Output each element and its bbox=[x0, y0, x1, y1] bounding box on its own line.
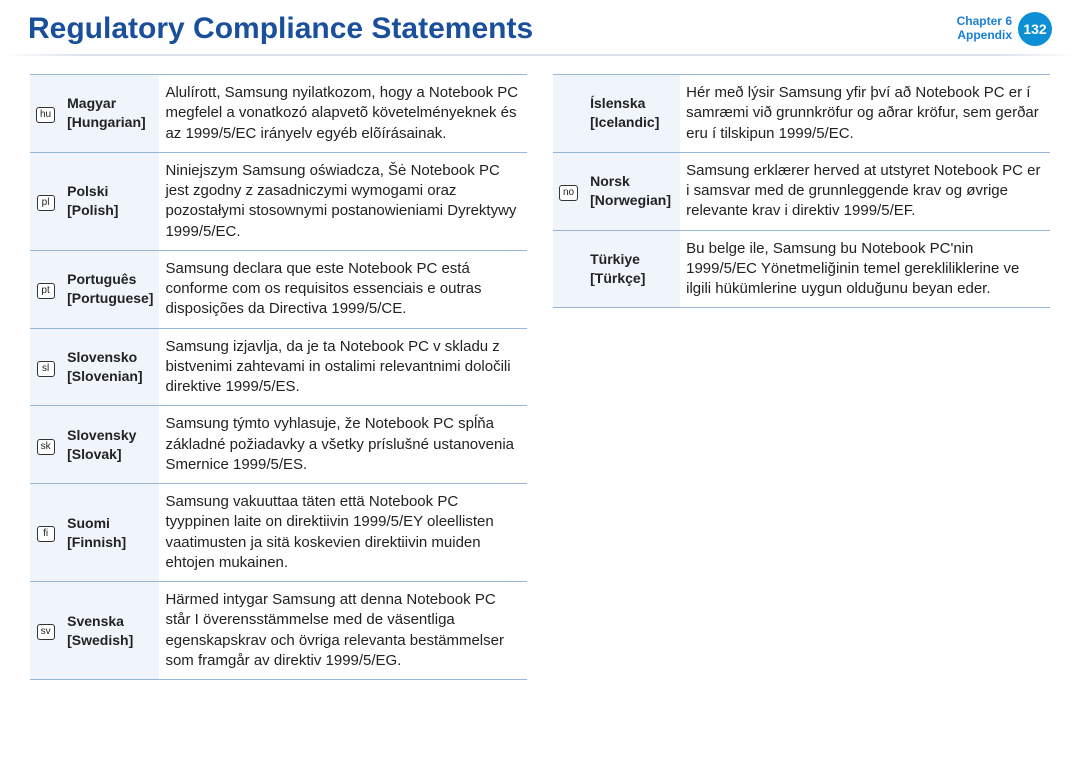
language-name-cell: Norsk[Norwegian] bbox=[584, 152, 680, 230]
language-english: [Finnish] bbox=[67, 533, 153, 552]
compliance-table-right: Íslenska[Icelandic]Hér með lýsir Samsung… bbox=[553, 74, 1050, 308]
table-row: Íslenska[Icelandic]Hér með lýsir Samsung… bbox=[553, 75, 1050, 153]
language-english: [Slovak] bbox=[67, 445, 153, 464]
language-name-cell: Türkiye[Türkçe] bbox=[584, 230, 680, 308]
language-name-cell: Português[Portuguese] bbox=[61, 250, 159, 328]
language-native: Magyar bbox=[67, 94, 153, 113]
language-name-cell: Magyar[Hungarian] bbox=[61, 75, 159, 153]
chapter-line-1: Chapter 6 bbox=[957, 15, 1012, 29]
statement-cell: Hér með lýsir Samsung yfir því að Notebo… bbox=[680, 75, 1050, 153]
table-row: ptPortuguês[Portuguese]Samsung declara q… bbox=[30, 250, 527, 328]
statement-cell: Härmed intygar Samsung att denna Noteboo… bbox=[159, 582, 527, 680]
statement-cell: Samsung izjavlja, da je ta Notebook PC v… bbox=[159, 328, 527, 406]
statement-cell: Samsung vakuuttaa täten että Notebook PC… bbox=[159, 484, 527, 582]
language-english: [Portuguese] bbox=[67, 289, 153, 308]
chapter-line-2: Appendix bbox=[957, 29, 1012, 43]
language-native: Suomi bbox=[67, 514, 153, 533]
lang-code-icon: sk bbox=[37, 439, 55, 455]
lang-code-icon: sv bbox=[37, 624, 55, 640]
lang-code-icon: no bbox=[559, 185, 578, 201]
statement-cell: Alulírott, Samsung nyilatkozom, hogy a N… bbox=[159, 75, 527, 153]
lang-code-cell: pl bbox=[30, 152, 61, 250]
header-right: Chapter 6 Appendix 132 bbox=[957, 12, 1052, 46]
language-name-cell: Slovensko[Slovenian] bbox=[61, 328, 159, 406]
lang-code-icon: fi bbox=[37, 526, 55, 542]
lang-code-icon: pl bbox=[37, 195, 55, 211]
language-native: Türkiye bbox=[590, 250, 674, 269]
language-name-cell: Svenska[Swedish] bbox=[61, 582, 159, 680]
language-native: Slovensko bbox=[67, 348, 153, 367]
table-row: noNorsk[Norwegian]Samsung erklærer herve… bbox=[553, 152, 1050, 230]
table-row: slSlovensko[Slovenian]Samsung izjavlja, … bbox=[30, 328, 527, 406]
lang-code-icon: sl bbox=[37, 361, 55, 377]
language-name-cell: Suomi[Finnish] bbox=[61, 484, 159, 582]
statement-cell: Samsung declara que este Notebook PC est… bbox=[159, 250, 527, 328]
table-row: skSlovensky[Slovak]Samsung týmto vyhlasu… bbox=[30, 406, 527, 484]
language-native: Polski bbox=[67, 182, 153, 201]
page-number-badge: 132 bbox=[1018, 12, 1052, 46]
statement-cell: Bu belge ile, Samsung bu Notebook PC'nin… bbox=[680, 230, 1050, 308]
lang-code-cell: no bbox=[553, 152, 584, 230]
language-native: Português bbox=[67, 270, 153, 289]
language-native: Svenska bbox=[67, 612, 153, 631]
lang-code-cell: sl bbox=[30, 328, 61, 406]
lang-code-cell: sv bbox=[30, 582, 61, 680]
table-row: fiSuomi[Finnish]Samsung vakuuttaa täten … bbox=[30, 484, 527, 582]
page-title: Regulatory Compliance Statements bbox=[28, 12, 533, 46]
table-row: Türkiye[Türkçe]Bu belge ile, Samsung bu … bbox=[553, 230, 1050, 308]
lang-code-icon: pt bbox=[37, 283, 55, 299]
lang-code-cell bbox=[553, 230, 584, 308]
chapter-label: Chapter 6 Appendix bbox=[957, 15, 1012, 43]
lang-code-cell: fi bbox=[30, 484, 61, 582]
lang-code-cell: hu bbox=[30, 75, 61, 153]
language-english: [Norwegian] bbox=[590, 191, 674, 210]
compliance-table-left: huMagyar[Hungarian]Alulírott, Samsung ny… bbox=[30, 74, 527, 680]
lang-code-cell bbox=[553, 75, 584, 153]
statement-cell: Niniejszym Samsung oświadcza, Šė Noteboo… bbox=[159, 152, 527, 250]
language-native: Íslenska bbox=[590, 94, 674, 113]
language-native: Slovensky bbox=[67, 426, 153, 445]
language-english: [Polish] bbox=[67, 201, 153, 220]
language-english: [Hungarian] bbox=[67, 113, 153, 132]
language-native: Norsk bbox=[590, 172, 674, 191]
language-name-cell: Slovensky[Slovak] bbox=[61, 406, 159, 484]
language-english: [Swedish] bbox=[67, 631, 153, 650]
header-divider bbox=[0, 54, 1080, 56]
language-name-cell: Íslenska[Icelandic] bbox=[584, 75, 680, 153]
statement-cell: Samsung týmto vyhlasuje, že Notebook PC … bbox=[159, 406, 527, 484]
language-english: [Slovenian] bbox=[67, 367, 153, 386]
table-row: svSvenska[Swedish]Härmed intygar Samsung… bbox=[30, 582, 527, 680]
statement-cell: Samsung erklærer herved at utstyret Note… bbox=[680, 152, 1050, 230]
language-name-cell: Polski[Polish] bbox=[61, 152, 159, 250]
lang-code-cell: pt bbox=[30, 250, 61, 328]
table-row: plPolski[Polish]Niniejszym Samsung oświa… bbox=[30, 152, 527, 250]
language-english: [Icelandic] bbox=[590, 113, 674, 132]
language-english: [Türkçe] bbox=[590, 269, 674, 288]
lang-code-icon: hu bbox=[36, 107, 55, 123]
lang-code-cell: sk bbox=[30, 406, 61, 484]
table-row: huMagyar[Hungarian]Alulírott, Samsung ny… bbox=[30, 75, 527, 153]
